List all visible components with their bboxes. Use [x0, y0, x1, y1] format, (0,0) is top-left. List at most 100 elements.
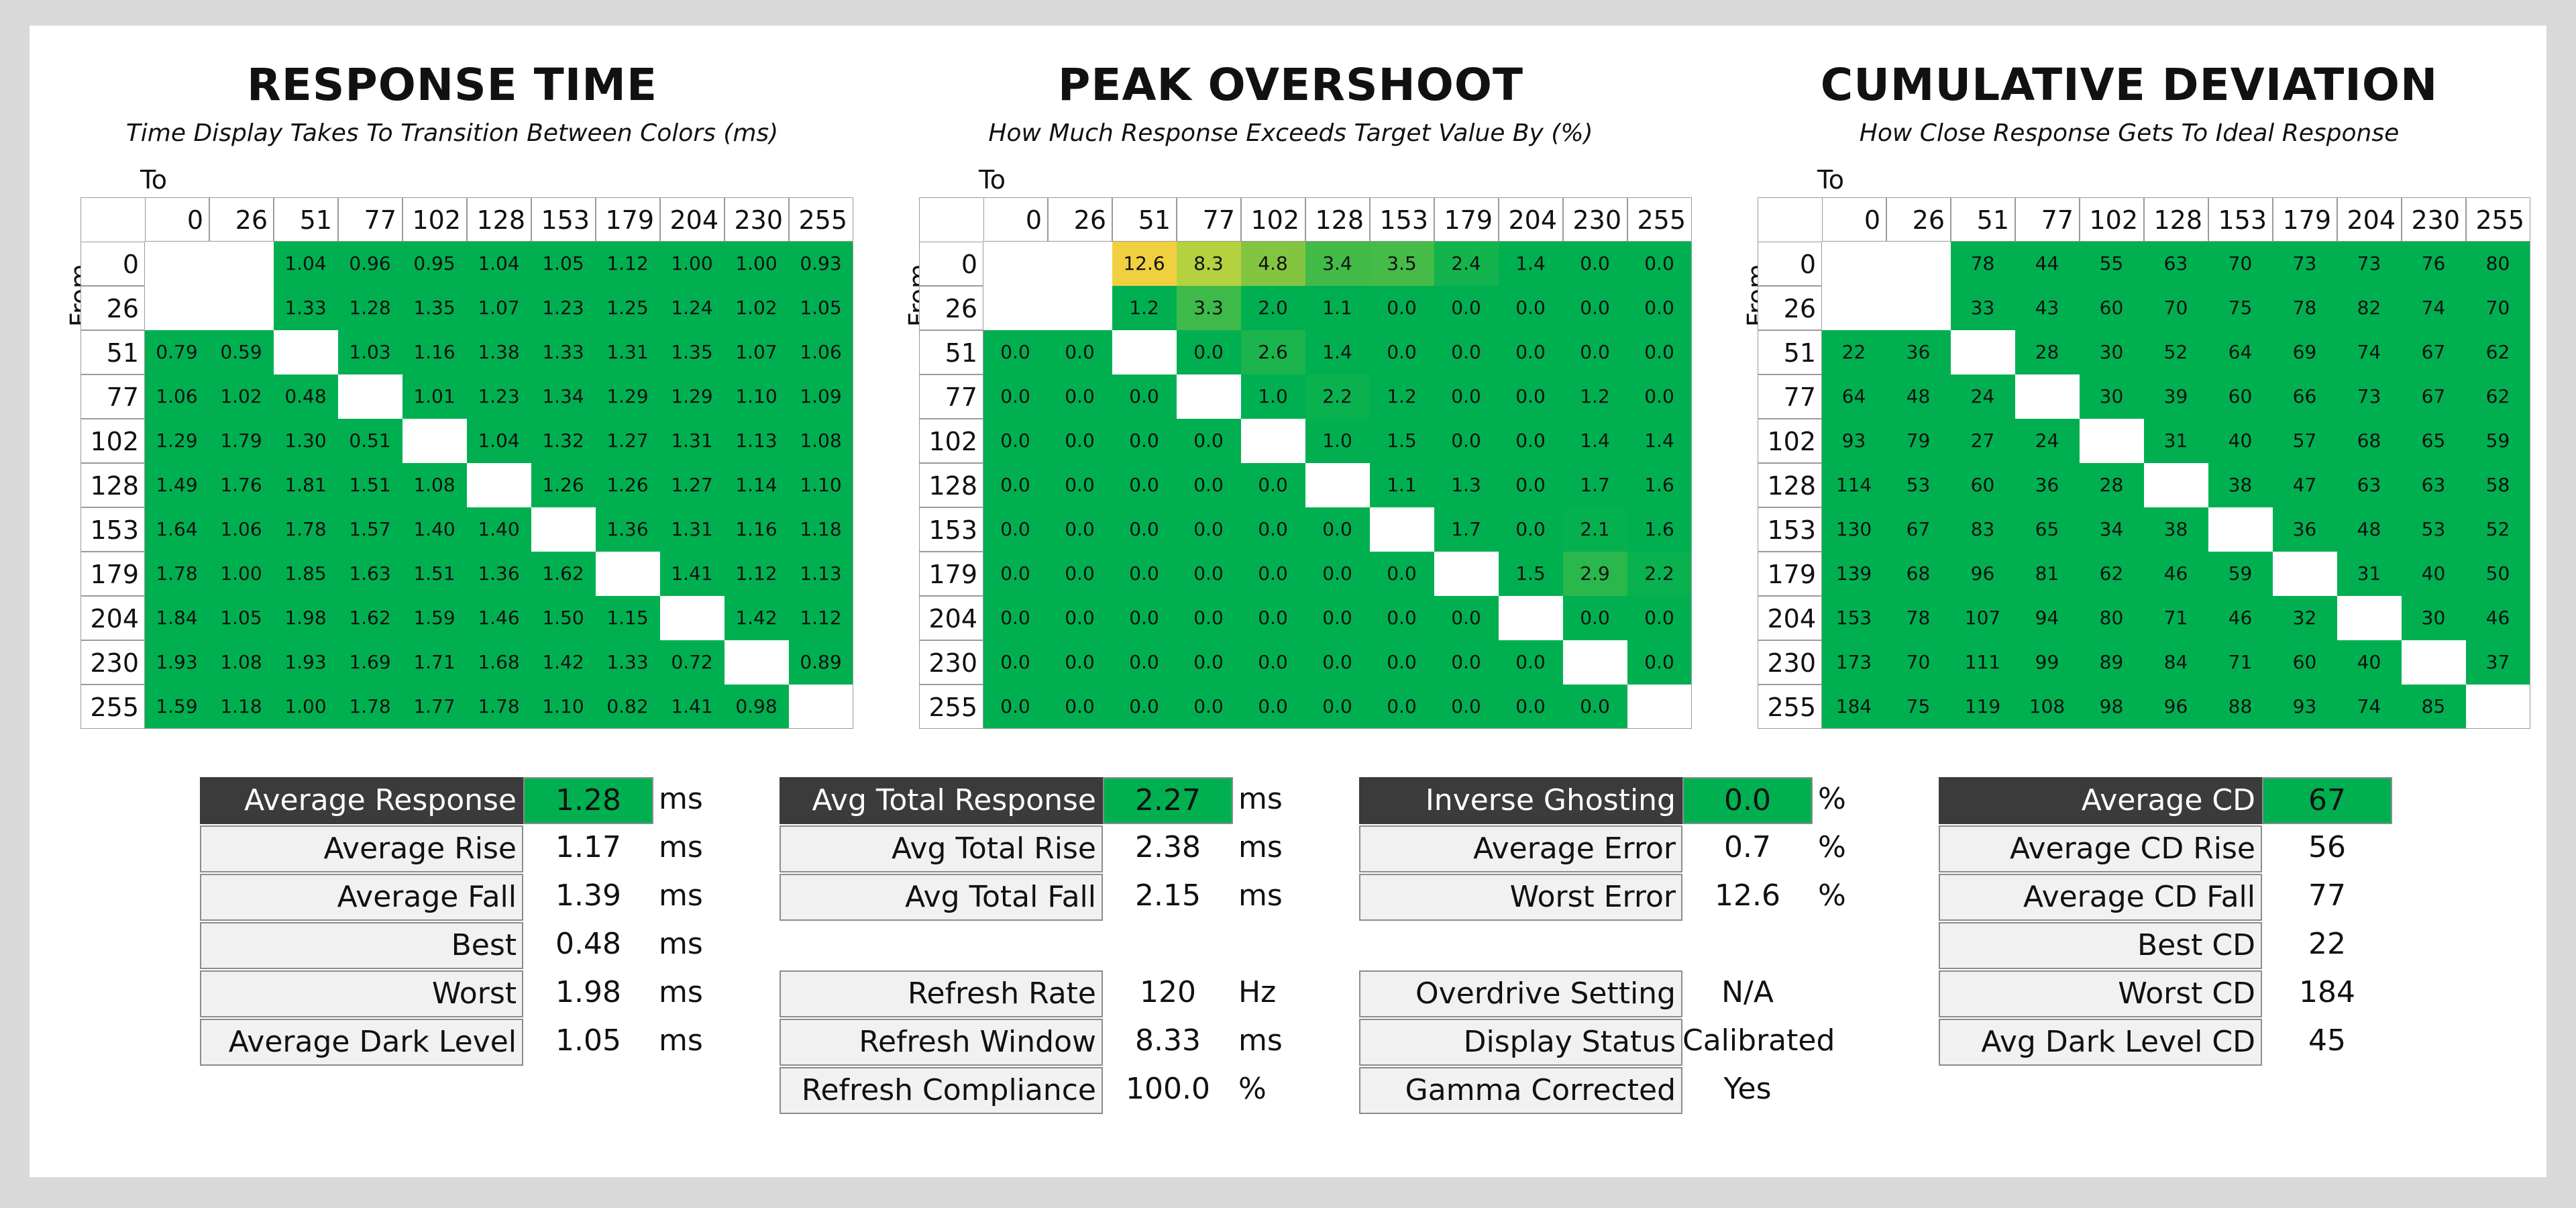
- heatmap-cell: 0.0: [983, 374, 1048, 419]
- heatmap-cell: [1370, 507, 1434, 552]
- heatmap-cell: 0.0: [1241, 507, 1305, 552]
- heatmap-cell: [531, 507, 596, 552]
- heatmap-cell: [2273, 552, 2337, 596]
- row-header: 102: [1758, 419, 1822, 463]
- stat-value: 1.28: [523, 777, 653, 824]
- heatmap-cell: 173: [1822, 640, 1886, 685]
- heatmap-cell: 63: [2402, 463, 2466, 507]
- heatmap-cell: 46: [2466, 596, 2530, 640]
- heatmap-cell: 1.02: [724, 286, 789, 330]
- heatmap-cell: 0.0: [983, 330, 1048, 374]
- stat-value: 0.7: [1724, 830, 1771, 864]
- heatmap-cell: 1.77: [402, 685, 467, 729]
- heatmap-cell: 1.42: [531, 640, 596, 685]
- heatmap-cell: 1.10: [789, 463, 853, 507]
- heatmap-cell: 1.41: [660, 552, 724, 596]
- heatmap-cell: 0.0: [1177, 463, 1241, 507]
- heatmap-cell: 0.59: [209, 330, 274, 374]
- heatmap-cell: 1.00: [274, 685, 338, 729]
- heatmap-cell: 130: [1822, 507, 1886, 552]
- heatmap-cell: 98: [2080, 685, 2144, 729]
- heatmap-cell: 0.0: [1112, 596, 1177, 640]
- heatmap-cell: 12.6: [1112, 242, 1177, 286]
- heatmap-cell: 1.01: [402, 374, 467, 419]
- heatmap-cell: 0.0: [1627, 640, 1692, 685]
- heatmap-cell: 52: [2466, 507, 2530, 552]
- heatmap-cell: 2.9: [1563, 552, 1627, 596]
- heatmap-cell: 0.0: [983, 419, 1048, 463]
- heatmap-cell: [1822, 286, 1886, 330]
- heatmap-cell: 1.06: [789, 330, 853, 374]
- heatmap-cell: 0.0: [983, 640, 1048, 685]
- heatmap-cell: 0.0: [1112, 685, 1177, 729]
- column-header: 77: [1177, 197, 1241, 242]
- stat-label: Average CD Fall: [1939, 874, 2262, 921]
- heatmap-cell: 48: [2337, 507, 2402, 552]
- heatmap-cell: 96: [1951, 552, 2015, 596]
- column-header: 51: [274, 197, 338, 242]
- column-header: 128: [467, 197, 531, 242]
- heatmap-cell: 34: [2080, 507, 2144, 552]
- heatmap-cell: 71: [2208, 640, 2273, 685]
- heatmap-cell: 0.0: [1434, 286, 1499, 330]
- heatmap-cell: 32: [2273, 596, 2337, 640]
- peak-overshoot-title: PEAK OVERSHOOT: [1058, 59, 1523, 111]
- heatmap-cell: 0.0: [1112, 374, 1177, 419]
- heatmap-cell: 1.16: [402, 330, 467, 374]
- heatmap-cell: 1.85: [274, 552, 338, 596]
- heatmap-cell: 1.08: [789, 419, 853, 463]
- heatmap-cell: 38: [2144, 507, 2208, 552]
- stat-unit: ms: [659, 927, 703, 961]
- column-header: 128: [1305, 197, 1370, 242]
- heatmap-cell: 1.4: [1627, 419, 1692, 463]
- heatmap-cell: 0.0: [1499, 507, 1563, 552]
- heatmap-cell: 75: [1886, 685, 1951, 729]
- heatmap-cell: 70: [2144, 286, 2208, 330]
- heatmap-cell: 93: [1822, 419, 1886, 463]
- heatmap-cell: 0.0: [1048, 596, 1112, 640]
- heatmap-cell: 0.0: [1499, 685, 1563, 729]
- heatmap-cell: 0.0: [1048, 374, 1112, 419]
- heatmap-cell: 1.10: [724, 374, 789, 419]
- heatmap-cell: 0.0: [1305, 596, 1370, 640]
- stat-value: 0.0: [1682, 777, 1813, 824]
- heatmap-cell: 1.79: [209, 419, 274, 463]
- heatmap-cell: 0.0: [983, 596, 1048, 640]
- heatmap-cell: 31: [2337, 552, 2402, 596]
- heatmap-cell: 4.8: [1241, 242, 1305, 286]
- heatmap-cell: [145, 286, 209, 330]
- heatmap-cell: 1.76: [209, 463, 274, 507]
- heatmap-cell: 1.16: [724, 507, 789, 552]
- stat-unit: %: [1238, 1072, 1267, 1106]
- stat-unit: ms: [659, 830, 703, 864]
- heatmap-cell: 0.0: [1434, 330, 1499, 374]
- heatmap-cell: 40: [2402, 552, 2466, 596]
- heatmap-cell: 66: [2273, 374, 2337, 419]
- heatmap-cell: 1.64: [145, 507, 209, 552]
- heatmap-cell: 2.6: [1241, 330, 1305, 374]
- row-header: 255: [1758, 685, 1822, 729]
- heatmap-cell: 1.27: [596, 419, 660, 463]
- heatmap-cell: 1.50: [531, 596, 596, 640]
- row-header: 204: [919, 596, 983, 640]
- row-header: 179: [919, 552, 983, 596]
- stat-label: Avg Total Response: [780, 777, 1103, 824]
- heatmap-cell: 1.12: [724, 552, 789, 596]
- heatmap-cell: 0.0: [1241, 685, 1305, 729]
- heatmap-cell: 1.05: [789, 286, 853, 330]
- heatmap-cell: 1.32: [531, 419, 596, 463]
- column-header: 26: [1886, 197, 1951, 242]
- heatmap-cell: 108: [2015, 685, 2080, 729]
- heatmap-cell: 63: [2144, 242, 2208, 286]
- heatmap-cell: 0.0: [1112, 463, 1177, 507]
- stat-label: Avg Total Fall: [780, 874, 1103, 921]
- heatmap-cell: 0.0: [1177, 507, 1241, 552]
- heatmap-cell: 0.0: [1112, 640, 1177, 685]
- heatmap-cell: 69: [2273, 330, 2337, 374]
- column-header: 0: [145, 197, 209, 242]
- heatmap-cell: 0.0: [1112, 507, 1177, 552]
- response-time-subtitle: Time Display Takes To Transition Between…: [125, 119, 779, 147]
- heatmap-cell: 1.4: [1305, 330, 1370, 374]
- heatmap-cell: 0.0: [1499, 286, 1563, 330]
- heatmap-cell: 1.18: [789, 507, 853, 552]
